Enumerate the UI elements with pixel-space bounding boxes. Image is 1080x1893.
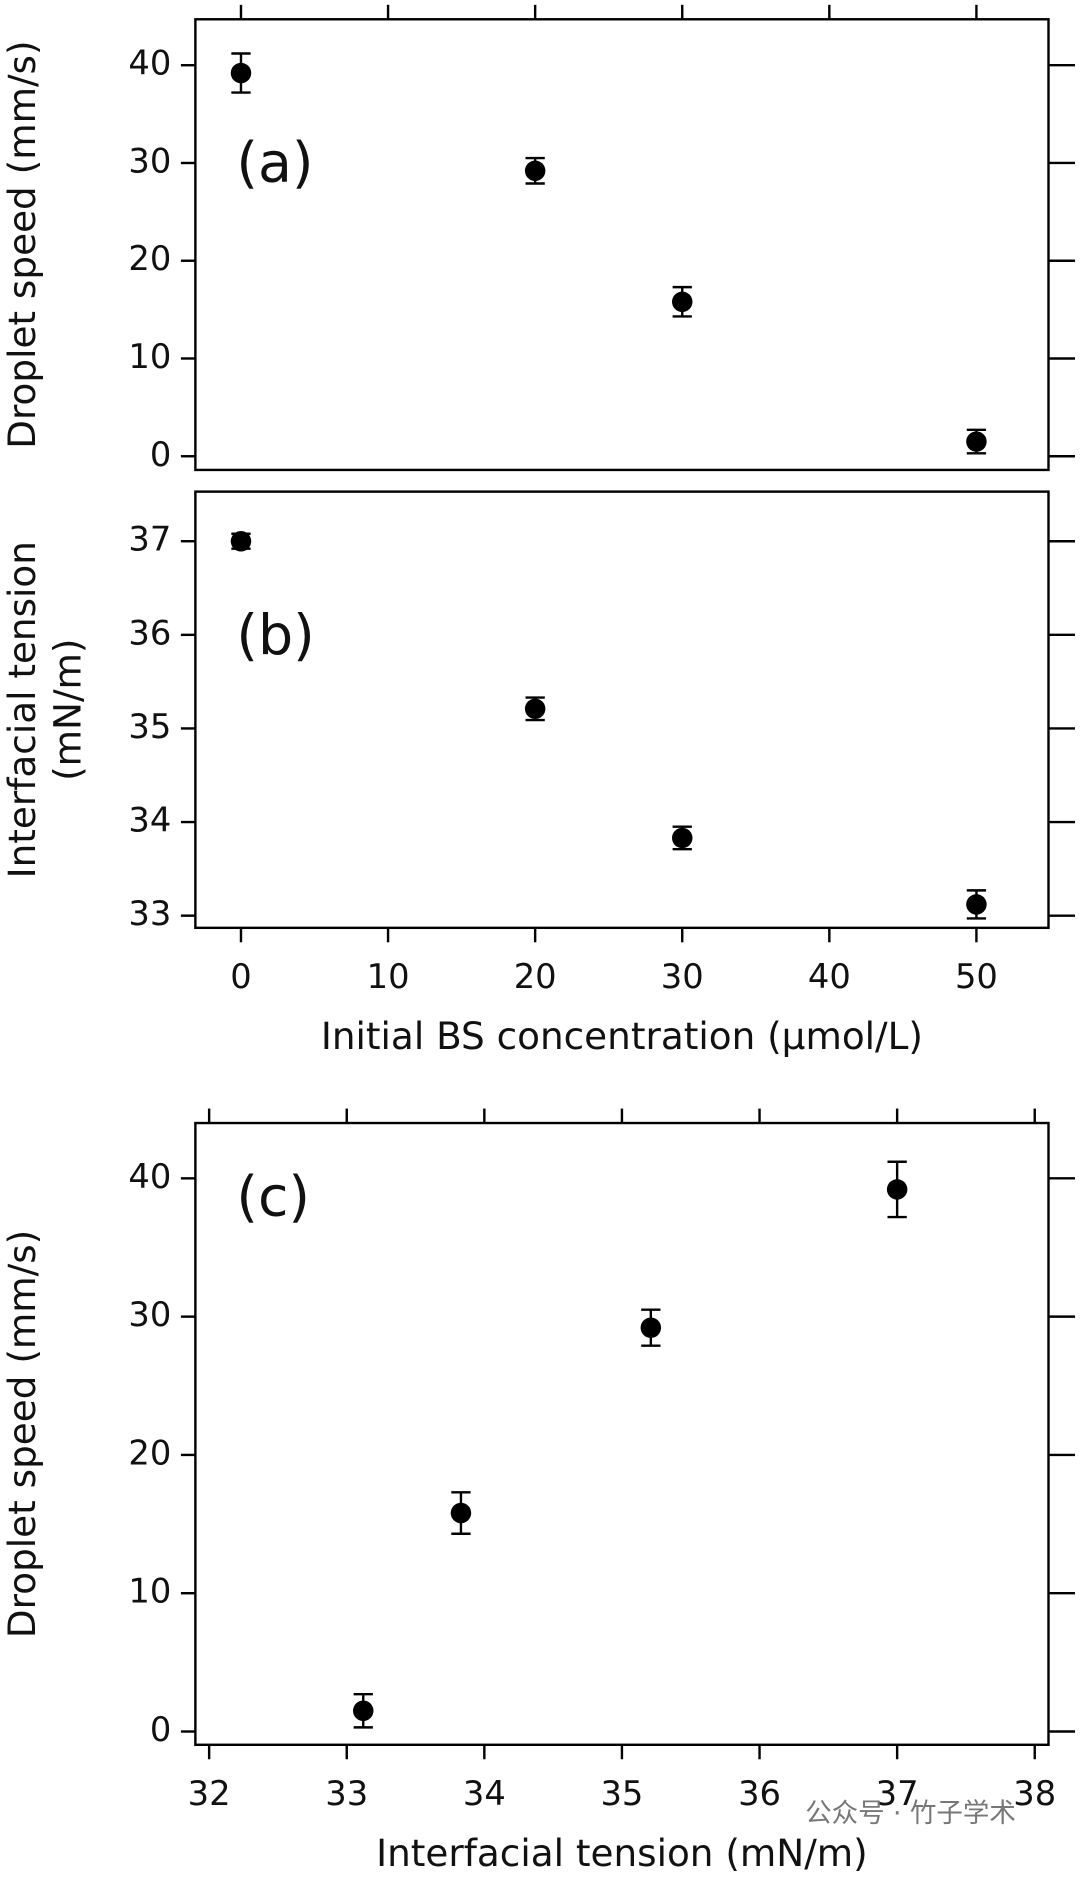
data-point — [672, 827, 693, 849]
y-axis-label: Droplet speed (mm/s) — [0, 1230, 44, 1638]
data-point — [886, 1179, 908, 1200]
data-point — [353, 1700, 374, 1722]
y-axis-label: Interfacial tension — [0, 541, 44, 878]
y-tick-label: 36 — [128, 613, 171, 652]
y-tick-label: 20 — [128, 1433, 171, 1472]
x-tick-label: 36 — [738, 1774, 781, 1813]
data-point — [230, 530, 252, 552]
x-tick-label: 38 — [1013, 1774, 1056, 1813]
data-point — [966, 431, 987, 452]
x-tick-label: 0 — [230, 957, 251, 996]
x-tick-label: 35 — [600, 1774, 643, 1813]
y-tick-label: 30 — [128, 1295, 171, 1334]
panel-label: (c) — [236, 1165, 310, 1229]
y-axis-label: Droplet speed (mm/s) — [0, 40, 44, 448]
data-point — [524, 160, 546, 182]
data-point — [640, 1317, 662, 1338]
x-tick-label: 37 — [876, 1774, 919, 1813]
y-tick-label: 10 — [128, 337, 171, 376]
x-tick-label: 33 — [325, 1774, 368, 1813]
panel-label: (b) — [236, 604, 314, 668]
y-tick-label: 35 — [128, 707, 171, 746]
x-axis-label: Initial BS concentration (μmol/L) — [321, 1014, 923, 1058]
y-tick-label: 37 — [128, 520, 171, 559]
y-tick-label: 40 — [128, 44, 171, 83]
y-tick-label: 10 — [128, 1572, 171, 1611]
data-point — [966, 894, 987, 915]
x-tick-label: 32 — [188, 1774, 231, 1813]
plot-frame — [194, 490, 1050, 930]
x-tick-label: 30 — [661, 957, 704, 996]
x-tick-label: 50 — [955, 957, 998, 996]
plot-frame — [194, 1121, 1050, 1746]
x-tick-label: 20 — [514, 957, 557, 996]
y-tick-label: 30 — [128, 141, 171, 180]
x-tick-label: 34 — [463, 1774, 506, 1813]
data-point — [524, 698, 546, 720]
data-point — [230, 62, 252, 84]
plot-frame — [194, 18, 1050, 472]
y-tick-label: 20 — [128, 239, 171, 278]
watermark: 公众号 · 竹子学术 — [805, 1798, 1016, 1829]
y-tick-label: 40 — [128, 1157, 171, 1196]
y-tick-label: 33 — [128, 894, 171, 933]
y-tick-label: 0 — [150, 435, 171, 474]
panel-label: (a) — [236, 131, 313, 195]
x-tick-label: 10 — [367, 957, 410, 996]
x-axis-label: Interfacial tension (mN/m) — [376, 1831, 868, 1875]
data-point — [450, 1502, 472, 1524]
y-axis-label: (mN/m) — [46, 639, 90, 781]
x-tick-label: 40 — [808, 957, 851, 996]
y-tick-label: 34 — [128, 801, 171, 840]
y-tick-label: 0 — [150, 1710, 171, 1749]
data-point — [672, 291, 693, 313]
